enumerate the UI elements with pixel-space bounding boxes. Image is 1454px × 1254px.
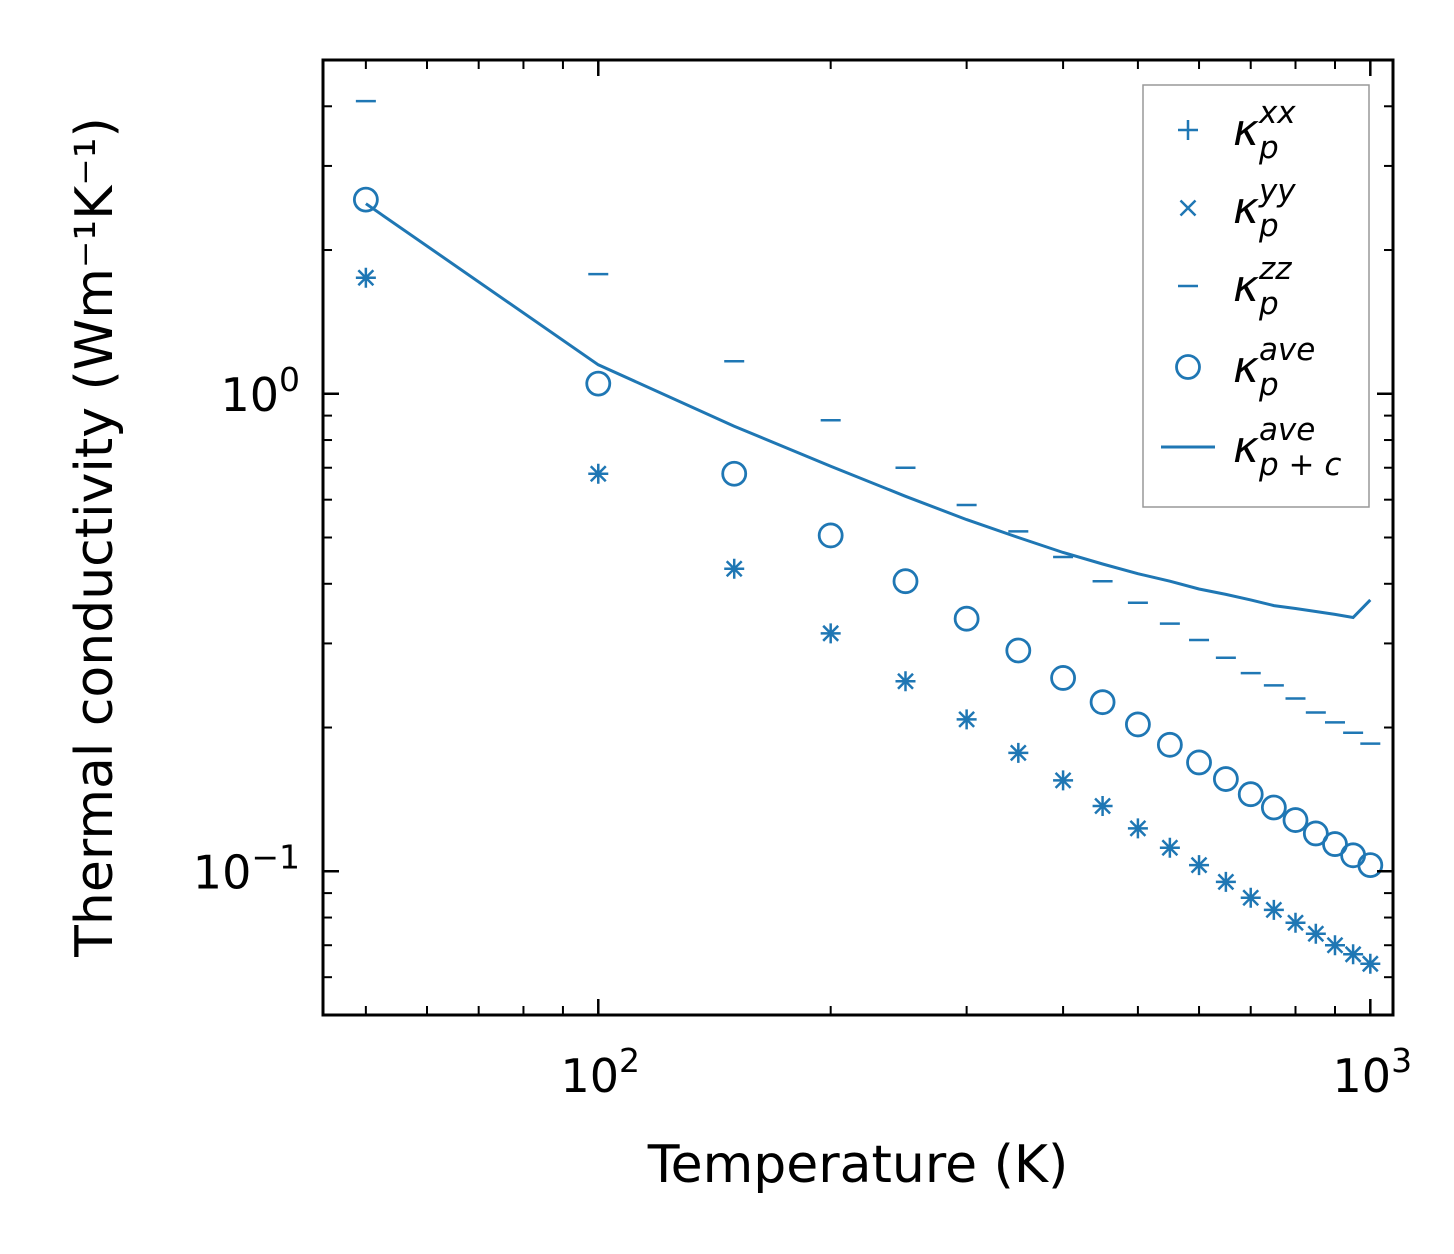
data-point: [1237, 781, 1264, 808]
data-point: [1054, 771, 1072, 789]
y-axis-label: Thermal conductivity (Wm⁻¹K⁻¹): [65, 117, 125, 958]
legend-label: κzz p: [1233, 251, 1292, 322]
legend-box: [1142, 84, 1370, 508]
data-point: [1326, 936, 1344, 954]
plot-marks: [352, 99, 1384, 974]
legend-marker: [1179, 199, 1197, 217]
data-point: [1005, 637, 1032, 664]
data-point: [1322, 831, 1348, 857]
tick-labels: 102 103 10−1 100: [193, 360, 1412, 1103]
data-point: [1129, 819, 1147, 837]
data-point: [725, 560, 743, 578]
data-point: [1161, 839, 1179, 857]
series-3: [352, 186, 1384, 879]
data-point: [1050, 665, 1076, 691]
legend-label: κave p + c: [1233, 412, 1341, 483]
data-point: [897, 672, 914, 690]
data-point: [1009, 744, 1027, 762]
data-point: [958, 710, 976, 728]
data-point: [822, 624, 840, 642]
data-point: [1094, 797, 1111, 815]
data-point: [1217, 873, 1235, 891]
data-point: [1357, 852, 1384, 879]
data-point: [1125, 711, 1151, 738]
legend-label: κxx p: [1233, 95, 1296, 166]
data-point: [357, 269, 375, 287]
data-point: [1265, 901, 1283, 919]
data-point: [1260, 794, 1287, 821]
series-1: [357, 269, 1379, 973]
data-point: [817, 522, 844, 549]
y-tick-label: 100: [220, 360, 300, 422]
data-point: [1212, 766, 1239, 792]
series-line: [365, 202, 1372, 620]
data-point: [1156, 731, 1183, 758]
data-point: [1361, 955, 1379, 973]
legend-label: κyy p: [1233, 173, 1296, 244]
data-point: [1287, 914, 1304, 932]
plot-frame: [321, 58, 1395, 1017]
data-point: [1089, 689, 1116, 716]
data-point: [892, 568, 919, 595]
legend-label: κave p: [1233, 332, 1315, 403]
data-point: [352, 186, 379, 213]
data-point: [1307, 925, 1325, 943]
data-point: [1282, 807, 1309, 833]
data-point: [585, 370, 612, 397]
legend-marker: [1175, 354, 1201, 380]
x-axis-label: Temperature (K): [647, 1135, 1069, 1195]
data-point: [953, 605, 980, 632]
series-2: [355, 99, 1381, 745]
x-tick-label: 102: [560, 1041, 640, 1103]
y-tick-label: 10−1: [193, 837, 300, 899]
data-point: [1302, 820, 1329, 847]
legend: κxx p κyy p κzz p κave p κave p + c: [1142, 84, 1370, 508]
legend-marker: [1178, 120, 1198, 140]
data-point: [1344, 945, 1362, 963]
series-4: [365, 202, 1372, 620]
x-tick-label: 103: [1333, 1041, 1413, 1103]
data-point: [1190, 856, 1208, 874]
data-point: [721, 460, 748, 487]
data-point: [1242, 889, 1260, 907]
data-point: [589, 465, 607, 483]
data-point: [1186, 749, 1212, 776]
